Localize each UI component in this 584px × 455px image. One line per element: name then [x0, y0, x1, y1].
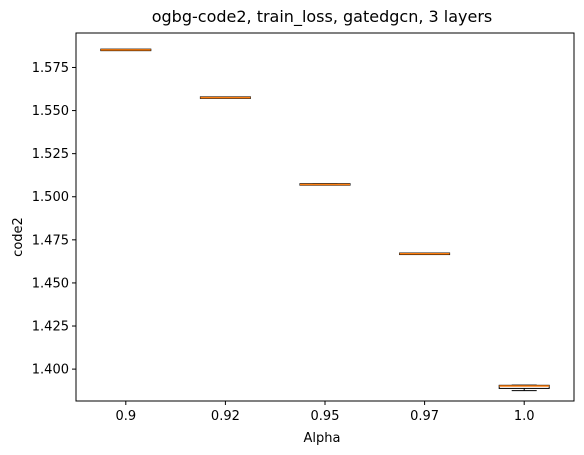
plot-area: 1.400 1.425 1.450 1.475 1.500 1.525 1.550 1.575… [32, 48, 550, 424]
chart-title: ogbg-code2, train_loss, gatedgcn, 3 laye… [152, 7, 493, 27]
x-tick-label: 0.95 [311, 409, 340, 424]
x-tick-label: 0.92 [211, 409, 240, 424]
y-tick-label: 1.450 [32, 276, 69, 291]
y-tick-label: 1.550 [32, 104, 69, 119]
x-tick-label: 0.97 [410, 409, 439, 424]
y-tick-label: 1.400 [32, 363, 69, 378]
y-tick-label: 1.575 [32, 61, 69, 76]
y-tick-label: 1.525 [32, 147, 69, 162]
x-axis-label: Alpha [304, 431, 341, 446]
y-tick-label: 1.425 [32, 320, 69, 335]
x-tick-label: 1.0 [514, 409, 535, 424]
axes-frame [75, 32, 575, 402]
y-axis-label: code2 [11, 217, 26, 257]
y-tick-label: 1.475 [32, 233, 69, 248]
y-tick-label: 1.500 [32, 190, 69, 205]
x-tick-label: 0.9 [115, 409, 136, 424]
